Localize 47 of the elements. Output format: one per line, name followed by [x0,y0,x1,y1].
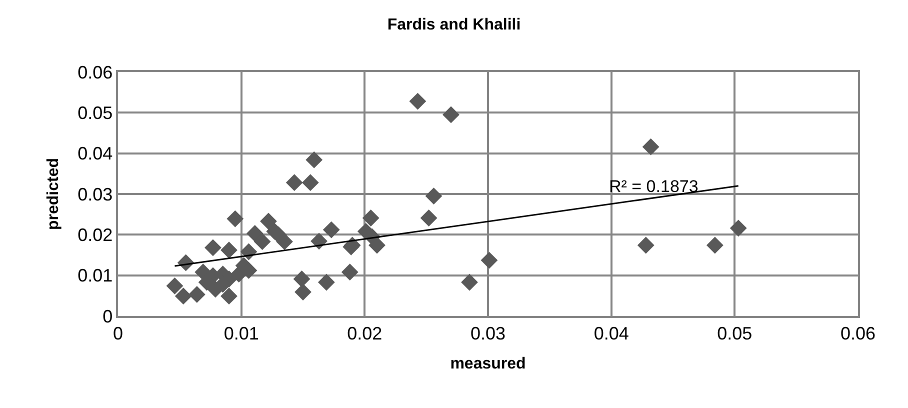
point [246,225,264,242]
y-tick-label: 0.03 [78,184,113,204]
point [461,274,478,291]
point [294,284,312,300]
point [306,151,323,168]
x-axis-title: measured [450,356,526,373]
point [362,210,380,226]
x-tick-label: 0.01 [224,323,259,344]
point [220,242,238,259]
point [706,236,724,254]
point [318,274,335,291]
point [254,233,271,250]
point [188,286,206,303]
y-tick-label: 0.01 [78,266,113,286]
point [480,252,498,269]
point [322,221,340,238]
y-tick-label: 0.04 [78,144,113,164]
chart-title: Fardis and Khalili [387,16,521,34]
point [226,210,244,228]
point [442,106,460,124]
point [302,174,319,192]
point [166,277,184,294]
point [293,270,310,288]
y-tick-label: 0.06 [78,62,113,82]
point [310,232,328,250]
x-tick-label: 0.05 [717,323,752,344]
point [220,288,238,305]
point [174,288,192,305]
point [420,210,438,226]
y-tick-label: 0 [102,306,113,326]
x-tick-label: 0.03 [470,323,506,344]
point [637,236,654,254]
point [425,188,442,204]
point [642,138,660,156]
y-tick-label: 0.05 [78,102,113,123]
y-axis-title: predicted [45,158,62,230]
annotation: R² = 0.1873 [609,177,698,196]
point [341,264,358,281]
x-tick-label: 0.06 [840,323,876,344]
y-tick-label: 0.02 [78,224,113,245]
point [730,220,747,237]
point [409,92,426,110]
point [204,239,222,256]
point [286,174,303,192]
x-tick-label: 0.02 [347,323,382,344]
x-tick-label: 0.04 [594,323,629,344]
point [260,212,277,230]
